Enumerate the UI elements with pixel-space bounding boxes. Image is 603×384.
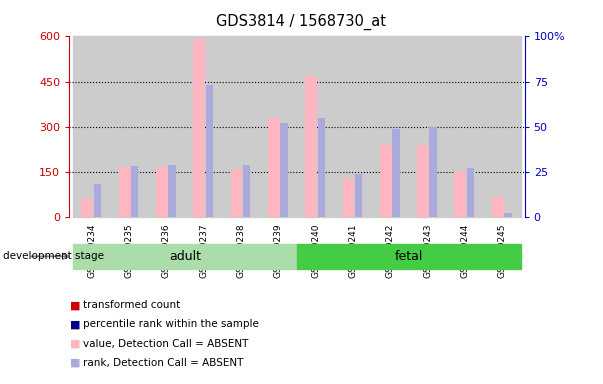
- Bar: [156, 167, 168, 217]
- Bar: [467, 168, 474, 217]
- Bar: [409, 36, 446, 217]
- Bar: [268, 118, 280, 217]
- Bar: [223, 36, 260, 217]
- Bar: [380, 145, 392, 217]
- Bar: [392, 129, 400, 217]
- Bar: [492, 197, 504, 217]
- Bar: [355, 174, 362, 217]
- Bar: [343, 179, 355, 217]
- Bar: [185, 36, 223, 217]
- Bar: [131, 166, 138, 217]
- Bar: [417, 145, 429, 217]
- Text: fetal: fetal: [395, 250, 423, 263]
- Bar: [260, 36, 297, 217]
- Bar: [193, 40, 205, 217]
- Text: ■: ■: [70, 339, 81, 349]
- Text: percentile rank within the sample: percentile rank within the sample: [83, 319, 259, 329]
- Text: adult: adult: [169, 250, 201, 263]
- Text: ■: ■: [70, 319, 81, 329]
- Bar: [504, 214, 511, 217]
- Bar: [110, 36, 148, 217]
- Bar: [119, 167, 130, 217]
- Text: ■: ■: [70, 358, 81, 368]
- Bar: [206, 85, 213, 217]
- Bar: [73, 36, 110, 217]
- Bar: [297, 36, 334, 217]
- Bar: [168, 165, 175, 217]
- Text: ■: ■: [70, 300, 81, 310]
- Bar: [334, 36, 371, 217]
- Bar: [73, 244, 297, 269]
- Bar: [93, 184, 101, 217]
- Text: GDS3814 / 1568730_at: GDS3814 / 1568730_at: [216, 13, 387, 30]
- Bar: [318, 118, 325, 217]
- Text: rank, Detection Call = ABSENT: rank, Detection Call = ABSENT: [83, 358, 244, 368]
- Bar: [280, 123, 288, 217]
- Text: transformed count: transformed count: [83, 300, 180, 310]
- Bar: [81, 199, 93, 217]
- Bar: [297, 244, 521, 269]
- Bar: [148, 36, 185, 217]
- Bar: [243, 165, 250, 217]
- Bar: [455, 172, 466, 217]
- Bar: [371, 36, 409, 217]
- Text: value, Detection Call = ABSENT: value, Detection Call = ABSENT: [83, 339, 248, 349]
- Bar: [305, 76, 317, 217]
- Bar: [484, 36, 521, 217]
- Bar: [446, 36, 484, 217]
- Bar: [429, 127, 437, 217]
- Bar: [230, 169, 242, 217]
- Text: development stage: development stage: [3, 251, 104, 261]
